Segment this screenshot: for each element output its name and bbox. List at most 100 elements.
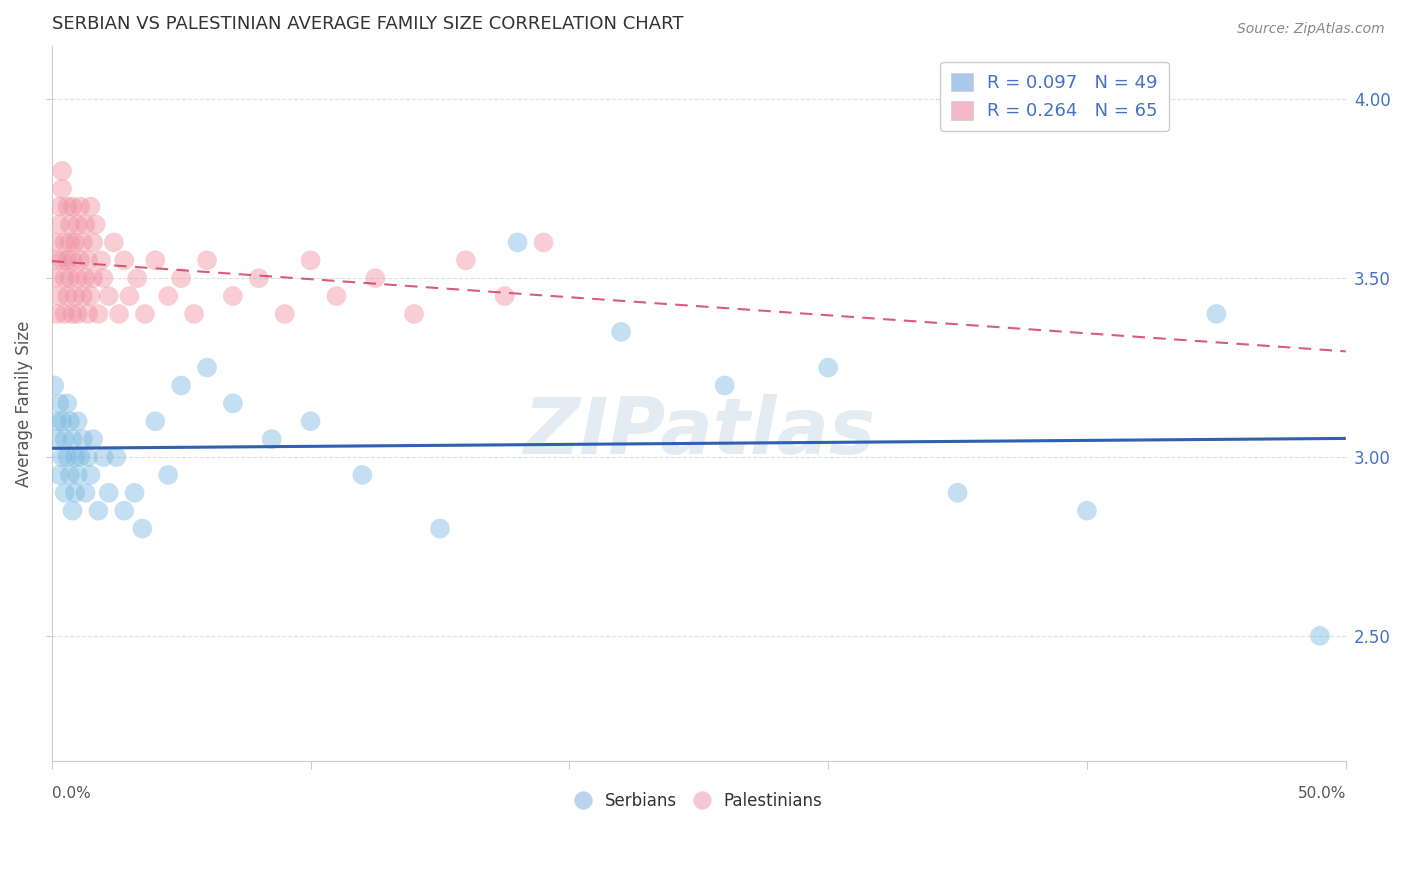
Point xyxy=(51,164,73,178)
Point xyxy=(62,253,84,268)
Point xyxy=(53,307,76,321)
Text: SERBIAN VS PALESTINIAN AVERAGE FAMILY SIZE CORRELATION CHART: SERBIAN VS PALESTINIAN AVERAGE FAMILY SI… xyxy=(52,15,683,33)
Point xyxy=(82,271,104,285)
Point xyxy=(62,504,84,518)
Point xyxy=(44,378,66,392)
Point xyxy=(59,467,82,482)
Point xyxy=(93,450,115,464)
Point xyxy=(69,253,91,268)
Point xyxy=(112,504,135,518)
Point xyxy=(170,378,193,392)
Point xyxy=(195,360,218,375)
Point xyxy=(143,414,166,428)
Point xyxy=(90,253,112,268)
Point xyxy=(87,504,110,518)
Point xyxy=(170,271,193,285)
Point xyxy=(51,253,73,268)
Point xyxy=(82,432,104,446)
Point xyxy=(273,307,295,321)
Point xyxy=(72,289,94,303)
Text: 50.0%: 50.0% xyxy=(1298,786,1346,801)
Point xyxy=(713,378,735,392)
Point xyxy=(134,307,156,321)
Point xyxy=(124,485,146,500)
Point xyxy=(364,271,387,285)
Point xyxy=(112,253,135,268)
Point xyxy=(79,200,101,214)
Point xyxy=(63,235,86,250)
Point xyxy=(69,450,91,464)
Point xyxy=(222,396,245,410)
Point xyxy=(75,271,97,285)
Point xyxy=(84,218,107,232)
Point xyxy=(63,450,86,464)
Point xyxy=(56,396,79,410)
Point xyxy=(56,450,79,464)
Point xyxy=(143,253,166,268)
Point xyxy=(946,485,969,500)
Point xyxy=(59,218,82,232)
Point xyxy=(51,182,73,196)
Point xyxy=(48,467,70,482)
Point xyxy=(183,307,205,321)
Point xyxy=(59,414,82,428)
Point xyxy=(66,271,89,285)
Point xyxy=(45,307,67,321)
Point xyxy=(82,235,104,250)
Point xyxy=(131,522,153,536)
Point xyxy=(299,253,322,268)
Point xyxy=(45,414,67,428)
Point xyxy=(75,485,97,500)
Point xyxy=(247,271,270,285)
Point xyxy=(62,432,84,446)
Point xyxy=(1309,629,1331,643)
Point xyxy=(325,289,347,303)
Y-axis label: Average Family Size: Average Family Size xyxy=(15,320,32,486)
Point xyxy=(77,253,100,268)
Point xyxy=(97,289,120,303)
Point xyxy=(69,200,91,214)
Point xyxy=(45,432,67,446)
Point xyxy=(44,271,66,285)
Point xyxy=(404,307,426,321)
Point xyxy=(62,307,84,321)
Point xyxy=(53,432,76,446)
Text: ZIPatlas: ZIPatlas xyxy=(523,394,875,470)
Point xyxy=(494,289,516,303)
Point xyxy=(66,307,89,321)
Point xyxy=(533,235,555,250)
Text: Source: ZipAtlas.com: Source: ZipAtlas.com xyxy=(1237,22,1385,37)
Point xyxy=(63,289,86,303)
Point xyxy=(51,414,73,428)
Point xyxy=(77,307,100,321)
Point xyxy=(63,485,86,500)
Point xyxy=(75,218,97,232)
Point xyxy=(72,432,94,446)
Point xyxy=(817,360,839,375)
Point xyxy=(53,271,76,285)
Point xyxy=(299,414,322,428)
Point xyxy=(53,485,76,500)
Point xyxy=(454,253,477,268)
Point xyxy=(352,467,374,482)
Point xyxy=(45,253,67,268)
Point xyxy=(1205,307,1227,321)
Point xyxy=(66,218,89,232)
Point xyxy=(62,200,84,214)
Point xyxy=(610,325,633,339)
Point xyxy=(66,467,89,482)
Point xyxy=(56,289,79,303)
Point xyxy=(56,253,79,268)
Point xyxy=(59,271,82,285)
Point xyxy=(195,253,218,268)
Point xyxy=(59,235,82,250)
Point xyxy=(506,235,529,250)
Point xyxy=(72,235,94,250)
Point xyxy=(48,218,70,232)
Point xyxy=(118,289,141,303)
Text: 0.0%: 0.0% xyxy=(52,786,90,801)
Point xyxy=(48,396,70,410)
Point xyxy=(66,414,89,428)
Point xyxy=(51,450,73,464)
Point xyxy=(1076,504,1098,518)
